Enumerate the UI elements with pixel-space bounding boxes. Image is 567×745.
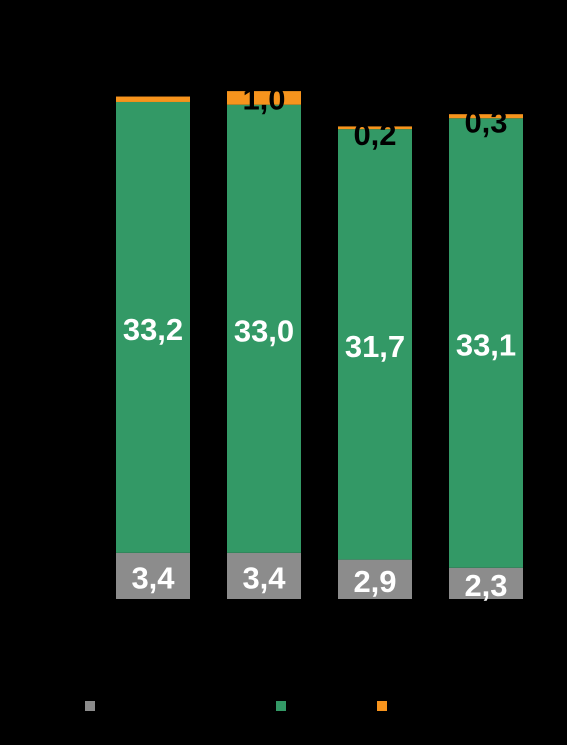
bar-segment-2-2 bbox=[227, 104, 301, 553]
value-label-3-4: 0,3 bbox=[464, 105, 507, 140]
value-label-1-1: 3,4 bbox=[131, 560, 175, 595]
value-labels-group: 3,4 33,2 3,4 33,0 1,0 2,9 31,7 0,2 2,3 33,1 0,3 bbox=[123, 82, 516, 603]
bars-group bbox=[116, 91, 523, 599]
bar-segment-1-1 bbox=[116, 552, 190, 599]
bar-segment-3-3 bbox=[338, 126, 412, 130]
value-label-2-3: 31,7 bbox=[345, 329, 405, 364]
legend bbox=[85, 701, 387, 711]
legend-marker-3 bbox=[377, 701, 387, 711]
bar-segment-1-3 bbox=[338, 559, 412, 599]
bar-segment-2-1 bbox=[116, 101, 190, 553]
value-label-3-2: 1,0 bbox=[242, 82, 285, 117]
value-label-2-1: 33,2 bbox=[123, 312, 183, 347]
value-label-2-2: 33,0 bbox=[234, 313, 294, 348]
value-label-1-2: 3,4 bbox=[242, 560, 286, 595]
value-label-3-3: 0,2 bbox=[353, 117, 396, 152]
bar-segment-3-4 bbox=[449, 114, 523, 119]
bar-segment-3-1 bbox=[116, 96, 190, 102]
bar-segment-2-3 bbox=[338, 129, 412, 560]
value-label-1-4: 2,3 bbox=[464, 568, 507, 603]
legend-marker-2 bbox=[276, 701, 286, 711]
value-label-1-3: 2,9 bbox=[353, 564, 396, 599]
value-label-2-4: 33,1 bbox=[456, 328, 516, 363]
bar-segment-2-4 bbox=[449, 118, 523, 568]
legend-marker-1 bbox=[85, 701, 95, 711]
bar-segment-1-2 bbox=[227, 552, 301, 599]
bar-segment-3-2 bbox=[227, 91, 301, 105]
bar-segment-1-4 bbox=[449, 567, 523, 599]
